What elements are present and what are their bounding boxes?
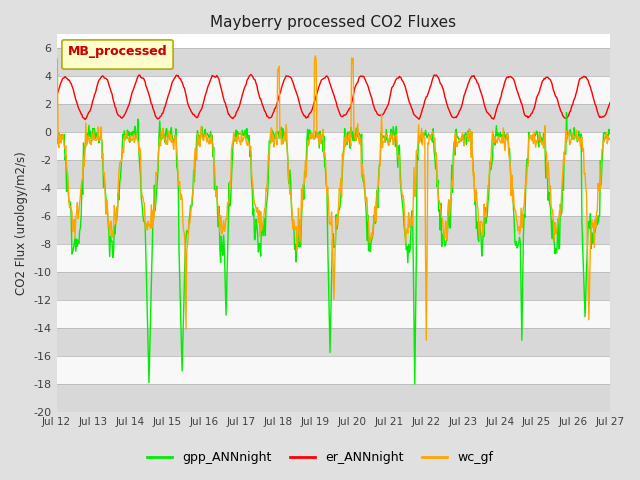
Bar xyxy=(56,356,611,384)
Legend: gpp_ANNnight, er_ANNnight, wc_gf: gpp_ANNnight, er_ANNnight, wc_gf xyxy=(142,446,498,469)
Bar xyxy=(56,216,611,244)
Bar xyxy=(56,132,611,160)
Bar xyxy=(56,328,611,356)
Title: Mayberry processed CO2 Fluxes: Mayberry processed CO2 Fluxes xyxy=(211,15,456,30)
Y-axis label: CO2 Flux (urology/m2/s): CO2 Flux (urology/m2/s) xyxy=(15,151,28,295)
Bar xyxy=(56,76,611,104)
Bar xyxy=(56,384,611,412)
Bar xyxy=(56,160,611,188)
Bar xyxy=(56,300,611,328)
Bar xyxy=(56,188,611,216)
Bar xyxy=(56,104,611,132)
Bar xyxy=(56,244,611,272)
Legend:  xyxy=(62,39,173,69)
Bar xyxy=(56,272,611,300)
Bar xyxy=(56,48,611,76)
